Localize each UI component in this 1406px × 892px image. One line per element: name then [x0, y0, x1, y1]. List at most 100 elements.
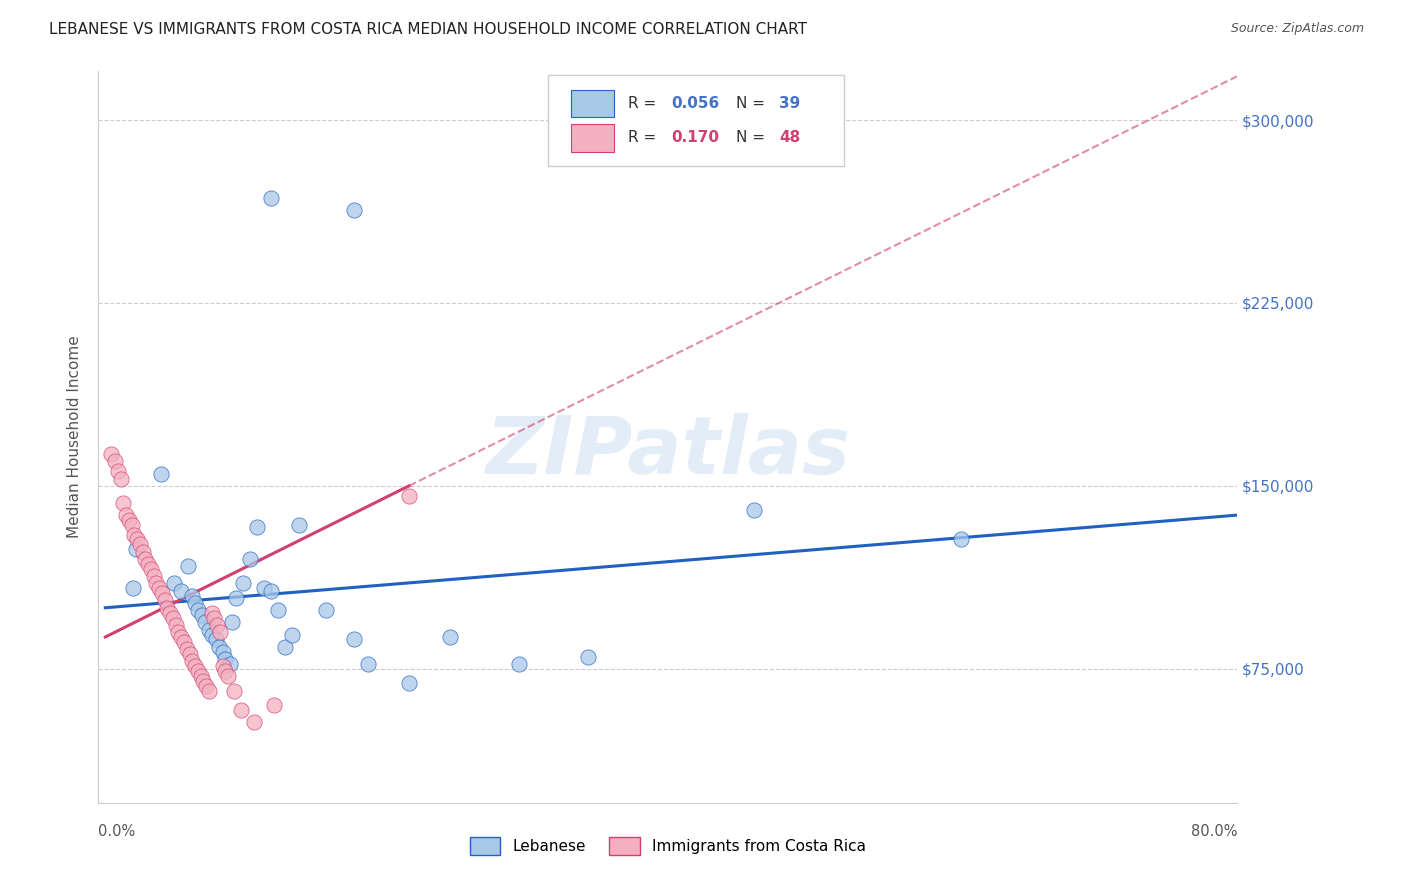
Point — [159, 606, 181, 620]
Point — [211, 645, 233, 659]
Point — [149, 467, 172, 481]
Point — [214, 652, 236, 666]
Point — [139, 562, 162, 576]
Point — [170, 583, 193, 598]
Point — [214, 664, 236, 678]
Text: 39: 39 — [779, 96, 800, 111]
Point — [217, 669, 239, 683]
Point — [156, 600, 179, 615]
Point — [198, 683, 221, 698]
Point — [950, 533, 973, 547]
Point — [202, 610, 225, 624]
Text: R =: R = — [628, 96, 661, 111]
Point — [165, 617, 187, 632]
Point — [177, 559, 200, 574]
Text: Source: ZipAtlas.com: Source: ZipAtlas.com — [1230, 22, 1364, 36]
Point — [121, 517, 143, 532]
Point — [118, 513, 141, 527]
Point — [205, 617, 228, 632]
Point — [167, 625, 190, 640]
Point — [136, 557, 159, 571]
Point — [148, 581, 170, 595]
Point — [253, 581, 276, 595]
Point — [260, 583, 283, 598]
Point — [287, 517, 309, 532]
Point — [184, 659, 207, 673]
Point — [131, 544, 153, 558]
Point — [107, 464, 129, 478]
Point — [280, 627, 302, 641]
Point — [115, 508, 138, 522]
Point — [100, 447, 122, 461]
Point — [150, 586, 173, 600]
Point — [225, 591, 247, 605]
Point — [195, 679, 218, 693]
Point — [232, 576, 254, 591]
Point — [742, 503, 765, 517]
Point — [229, 703, 252, 717]
Point — [221, 615, 243, 630]
Point — [187, 664, 209, 678]
Point — [201, 627, 224, 641]
Point — [112, 496, 135, 510]
FancyBboxPatch shape — [571, 90, 614, 118]
Point — [187, 603, 209, 617]
Point — [508, 657, 530, 671]
Point — [190, 669, 212, 683]
Point — [218, 657, 240, 671]
Point — [343, 203, 366, 218]
Point — [260, 191, 283, 205]
Point — [439, 630, 461, 644]
Point — [181, 589, 204, 603]
Point — [125, 542, 148, 557]
Point — [274, 640, 297, 654]
Point — [356, 657, 378, 671]
Point — [263, 698, 285, 713]
Point — [184, 596, 207, 610]
Point — [398, 489, 420, 503]
Text: 0.0%: 0.0% — [98, 823, 135, 838]
Point — [201, 606, 224, 620]
FancyBboxPatch shape — [548, 75, 845, 167]
Point — [176, 642, 198, 657]
Point — [207, 640, 229, 654]
Point — [128, 537, 150, 551]
Point — [398, 676, 420, 690]
Point — [134, 552, 156, 566]
Text: 48: 48 — [779, 130, 800, 145]
Point — [153, 593, 176, 607]
Point — [145, 576, 167, 591]
FancyBboxPatch shape — [571, 124, 614, 152]
Legend: Lebanese, Immigrants from Costa Rica: Lebanese, Immigrants from Costa Rica — [464, 831, 872, 861]
Point — [179, 647, 201, 661]
Point — [222, 683, 245, 698]
Y-axis label: Median Household Income: Median Household Income — [67, 335, 83, 539]
Point — [110, 471, 132, 485]
Point — [204, 632, 226, 647]
Point — [343, 632, 366, 647]
Text: N =: N = — [737, 130, 770, 145]
Point — [193, 673, 215, 688]
Point — [198, 623, 221, 637]
Point — [211, 659, 233, 673]
Point — [315, 603, 337, 617]
Point — [125, 533, 148, 547]
Point — [578, 649, 600, 664]
Point — [194, 615, 217, 630]
Text: ZIPatlas: ZIPatlas — [485, 413, 851, 491]
Point — [162, 610, 184, 624]
Point — [104, 454, 127, 468]
Point — [181, 654, 204, 668]
Text: R =: R = — [628, 130, 661, 145]
Text: 0.170: 0.170 — [671, 130, 720, 145]
Point — [246, 520, 269, 534]
Point — [173, 635, 195, 649]
Text: LEBANESE VS IMMIGRANTS FROM COSTA RICA MEDIAN HOUSEHOLD INCOME CORRELATION CHART: LEBANESE VS IMMIGRANTS FROM COSTA RICA M… — [49, 22, 807, 37]
Point — [191, 608, 214, 623]
Text: N =: N = — [737, 96, 770, 111]
Point — [243, 715, 266, 730]
Point — [124, 527, 146, 541]
Point — [267, 603, 290, 617]
Point — [142, 569, 165, 583]
Point — [170, 630, 193, 644]
